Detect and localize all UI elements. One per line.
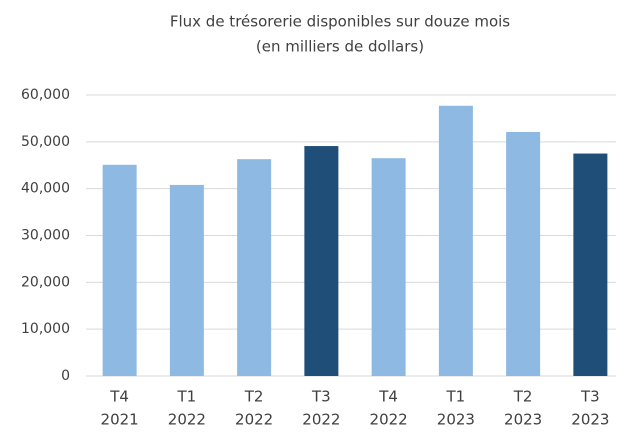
x-tick-label: 2023	[437, 411, 475, 429]
bar	[438, 105, 473, 376]
x-tick-label: T1	[446, 388, 466, 406]
x-tick-label: 2021	[101, 411, 139, 429]
y-tick-label: 50,000	[21, 134, 70, 150]
x-tick-label: T3	[580, 388, 600, 406]
y-tick-label: 20,000	[21, 274, 70, 290]
x-tick-label: T2	[244, 388, 264, 406]
bar	[102, 164, 137, 376]
y-tick-label: 60,000	[21, 87, 70, 103]
bar	[371, 158, 406, 376]
chart-subtitle: (en milliers de dollars)	[256, 38, 424, 56]
bar	[573, 153, 608, 376]
x-tick-label: T3	[311, 388, 331, 406]
x-tick-label: 2022	[235, 411, 273, 429]
y-tick-label: 0	[61, 368, 70, 384]
x-tick-label: 2022	[168, 411, 206, 429]
bar	[506, 131, 541, 376]
bar	[237, 159, 272, 376]
x-tick-label: 2023	[504, 411, 542, 429]
x-tick-label: 2023	[571, 411, 609, 429]
x-tick-label: T4	[109, 388, 129, 406]
bar	[304, 146, 339, 376]
x-tick-label: T4	[378, 388, 398, 406]
y-tick-label: 40,000	[21, 181, 70, 197]
x-tick-label: T1	[177, 388, 197, 406]
bar	[169, 184, 204, 376]
x-tick-label: 2022	[370, 411, 408, 429]
y-tick-label: 30,000	[21, 228, 70, 244]
x-tick-label: T2	[513, 388, 533, 406]
chart-title: Flux de trésorerie disponibles sur douze…	[170, 13, 510, 31]
y-tick-label: 10,000	[21, 321, 70, 337]
x-tick-label: 2022	[302, 411, 340, 429]
